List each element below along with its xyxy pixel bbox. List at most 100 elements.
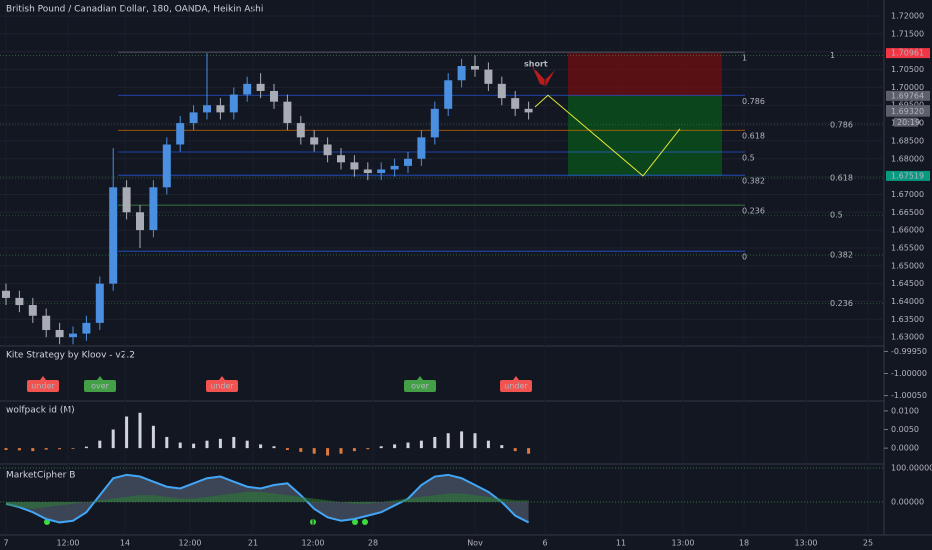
histogram-bar	[379, 446, 383, 449]
candle-body	[417, 137, 426, 159]
candle-body	[390, 165, 399, 170]
y-tick-label: 1.64500	[891, 279, 924, 288]
fib-label: 0.5	[830, 211, 843, 220]
candle-body	[310, 137, 319, 145]
y-tick-label: 1.67000	[891, 190, 924, 199]
fib-label: 0	[742, 253, 747, 262]
y-tick-label: 1.72000	[891, 12, 924, 21]
candle-body	[270, 90, 278, 102]
candle-body	[484, 69, 493, 84]
signal-pointer	[513, 376, 519, 380]
x-tick-label: 12:00	[178, 539, 201, 548]
pane-title: MarketCipher B	[6, 471, 75, 481]
x-tick-label: 25	[863, 539, 873, 548]
countdown-tag	[894, 117, 918, 127]
candle-body	[444, 80, 453, 109]
y-tick-label: 1.68500	[891, 136, 924, 145]
histogram-bar	[393, 444, 397, 449]
candle-body	[28, 305, 37, 316]
signal-pointer	[40, 376, 46, 380]
candle-body	[176, 123, 185, 145]
chart-title: British Pound / Canadian Dollar, 180, OA…	[6, 5, 263, 15]
histogram-bar	[4, 448, 8, 450]
signal-pointer	[97, 376, 103, 380]
candle-body	[243, 83, 252, 95]
money-flow-area	[6, 491, 529, 509]
price-tag-label: 1.69320	[891, 107, 924, 116]
x-tick-label: 7	[3, 539, 8, 548]
histogram-bar	[31, 448, 35, 452]
signal-label: over	[91, 382, 110, 391]
signal-badge	[206, 380, 238, 392]
candle-body	[524, 108, 533, 113]
y-tick-label: 1.63000	[891, 333, 924, 342]
countdown: 20:19	[897, 118, 920, 127]
candle-body	[323, 144, 332, 156]
histogram-bar	[299, 448, 303, 452]
histogram-bar	[446, 433, 450, 449]
signal-label: under	[210, 382, 234, 391]
y-tick-label: 1.64000	[891, 297, 924, 306]
stop-zone	[568, 53, 722, 96]
pane-title: wolfpack id (M)	[6, 406, 75, 416]
pane-title: Kite Strategy by Kloov - v2.2	[6, 351, 135, 361]
y-tick-label: 1.63500	[891, 315, 924, 324]
histogram-bar	[17, 448, 21, 451]
candle-body	[82, 322, 91, 334]
histogram-bar	[473, 433, 477, 449]
histogram-bar	[460, 431, 464, 449]
candle-body	[69, 333, 77, 338]
y-tick-label: -1.00050	[891, 391, 927, 400]
x-tick-label: Nov	[467, 539, 483, 548]
x-tick-label: 13:00	[671, 539, 694, 548]
signal-label: under	[31, 382, 55, 391]
signal-badge	[84, 380, 116, 392]
histogram-bar	[84, 446, 88, 449]
histogram-bar	[513, 448, 517, 452]
candle-body	[42, 315, 51, 331]
histogram-bar	[366, 448, 370, 450]
histogram-bar	[419, 440, 423, 449]
x-tick-label: 18	[739, 539, 749, 548]
histogram-bar	[339, 448, 343, 454]
fib-label: 0.618	[830, 174, 853, 183]
y-tick-label: 0.0050	[891, 425, 919, 434]
histogram-bar	[205, 440, 209, 449]
x-tick-label: 11	[616, 539, 626, 548]
x-tick-label: 28	[368, 539, 378, 548]
candle-body	[497, 83, 506, 99]
x-tick-label: 13:00	[794, 539, 817, 548]
buy-dot	[362, 519, 368, 525]
candle-body	[430, 108, 439, 138]
candle-body	[377, 169, 386, 174]
fib-label: 0.786	[830, 120, 853, 129]
signal-label: over	[411, 382, 430, 391]
candle-body	[283, 101, 292, 124]
histogram-bar	[259, 444, 263, 449]
candle-body	[296, 123, 305, 138]
fib-label: 0.382	[830, 251, 853, 260]
annotation: short	[524, 60, 548, 69]
fib-label: 0.382	[742, 177, 765, 186]
histogram-bar	[151, 425, 155, 449]
histogram-bar	[245, 440, 249, 449]
signal-badge	[500, 380, 532, 392]
histogram-bar	[218, 438, 222, 449]
candle-body	[457, 66, 466, 81]
x-tick-label: 6	[542, 539, 547, 548]
histogram-bar	[285, 448, 289, 450]
y-tick-label: 0.0000	[891, 444, 919, 453]
histogram-bar	[527, 448, 531, 454]
histogram-bar	[433, 436, 437, 449]
histogram-bar	[125, 416, 129, 449]
histogram-bar	[98, 440, 102, 449]
signal-pointer	[219, 376, 225, 380]
histogram-bar	[44, 448, 48, 450]
candle-body	[122, 187, 131, 213]
candle-body	[350, 162, 359, 170]
price-tag-label: 1.67519	[891, 171, 924, 180]
fib-label: 0.618	[742, 132, 765, 141]
candle-body	[511, 98, 520, 109]
